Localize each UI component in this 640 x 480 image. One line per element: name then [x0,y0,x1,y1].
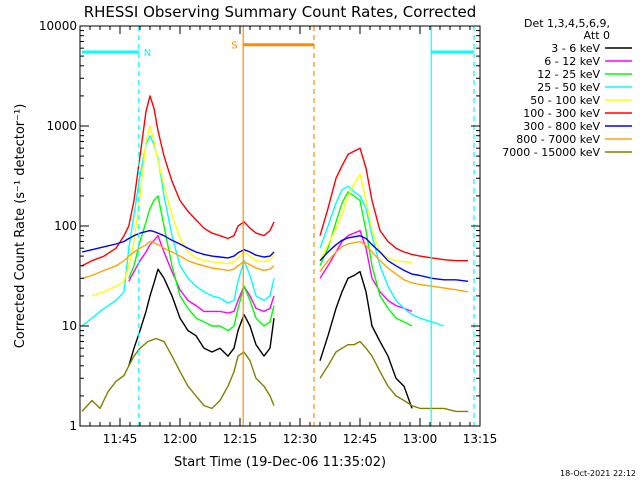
legend-label-2: 6 - 12 keV [544,55,600,68]
x-tick-label: 13:00 [403,432,438,446]
series-line-4-segment-1 [81,135,275,327]
legend-label-4: 25 - 50 keV [537,81,600,94]
y-tick-label: 100 [54,219,77,233]
legend-label-5: 50 - 100 keV [530,94,600,107]
series-line-2-segment-1 [128,235,275,314]
legend-label-7: 300 - 800 keV [523,120,600,133]
x-tick-label: 12:00 [163,432,198,446]
series-line-3-segment-1 [128,195,275,332]
y-tick-label: 10 [62,319,77,333]
y-tick-label: 1 [69,419,77,433]
series-line-2-segment-2 [319,229,413,313]
series-line-7-segment-2 [319,235,469,282]
x-tick-label: 12:30 [283,432,318,446]
series-line-1-segment-2 [319,270,413,409]
x-tick-label: 11:45 [103,432,138,446]
series-line-6-segment-1 [81,95,275,267]
legend-label-1: 3 - 6 keV [551,42,600,55]
series-line-1-segment-1 [128,268,275,366]
annotation-layer: NS [82,26,475,426]
x-axis-label: Start Time (19-Dec-06 11:35:02) [174,455,386,470]
x-tick-label: 13:15 [463,432,498,446]
series-line-8-segment-2 [319,240,469,293]
legend-label-6: 100 - 300 keV [523,107,600,120]
series-line-4-segment-2 [319,185,445,327]
legend-label-3: 12 - 25 keV [537,68,600,81]
legend-label-9: 7000 - 15000 keV [502,146,600,159]
axes-layer: 11:45 12:00 12:15 12:30 12:45 13:00 13:15 1 10 10… [39,19,497,446]
series-line-9-segment-1 [81,337,275,412]
legend-header-line-2: Att 0 [584,29,610,42]
series-line-6-segment-2 [319,147,468,262]
legend-label-8: 800 - 7000 keV [516,133,600,146]
series-line-5-segment-2 [319,173,413,264]
x-tick-label: 12:15 [223,432,258,446]
y-tick-label: 1000 [46,119,77,133]
series-line-3-segment-2 [319,191,413,327]
series-line-7-segment-1 [81,229,275,259]
saa-label: S [231,41,237,52]
y-tick-label: 10000 [39,19,77,33]
night-label: N [144,48,151,59]
y-axis-label: Corrected Count Rate (s⁻¹ detector⁻¹) [13,104,28,349]
series-line-8-segment-1 [81,240,275,279]
plot-frame [79,25,481,427]
series-layer [81,95,469,413]
footer-timestamp: 18-Oct-2021 22:12 [560,469,636,478]
chart-title: RHESSI Observing Summary Count Rates, Co… [84,3,477,21]
series-line-9-segment-2 [319,340,468,413]
x-tick-label: 12:45 [343,432,378,446]
legend-header-line-1: Det 1,3,4,5,6,9, [524,17,610,30]
